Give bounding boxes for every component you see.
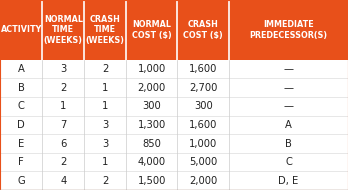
Text: 1: 1 [60,101,66,111]
Text: D: D [17,120,25,130]
Text: 6: 6 [60,139,66,149]
Bar [0,134,348,153]
Bar [0,0,348,60]
Text: B: B [18,83,25,93]
Text: NORMAL
TIME
(WEEKS): NORMAL TIME (WEEKS) [44,15,83,45]
Text: 2,700: 2,700 [189,83,218,93]
Text: B: B [285,139,292,149]
Text: 1,000: 1,000 [137,64,166,74]
Bar [0,116,348,134]
Text: 2,000: 2,000 [137,83,166,93]
Text: 2: 2 [102,176,108,186]
Text: 1,500: 1,500 [137,176,166,186]
Text: NORMAL
COST ($): NORMAL COST ($) [132,20,172,40]
Text: 1: 1 [102,101,108,111]
Text: —: — [284,83,293,93]
Text: 850: 850 [142,139,161,149]
Text: 5,000: 5,000 [189,157,218,167]
Text: 2: 2 [102,64,108,74]
Text: A: A [285,120,292,130]
Text: 1: 1 [102,83,108,93]
Bar [0,60,348,78]
Bar [0,97,348,116]
Text: 1,600: 1,600 [189,64,218,74]
Text: 4: 4 [60,176,66,186]
Text: 300: 300 [194,101,213,111]
Text: 3: 3 [102,139,108,149]
Text: CRASH
COST ($): CRASH COST ($) [183,20,223,40]
Text: CRASH
TIME
(WEEKS): CRASH TIME (WEEKS) [86,15,125,45]
Text: 3: 3 [60,64,66,74]
Text: 4,000: 4,000 [138,157,166,167]
Text: —: — [284,64,293,74]
Text: F: F [18,157,24,167]
Text: C: C [18,101,25,111]
Text: ACTIVITY: ACTIVITY [1,25,42,34]
Text: 300: 300 [142,101,161,111]
Text: E: E [18,139,24,149]
Bar [0,153,348,171]
Text: 2: 2 [60,157,66,167]
Bar [0,171,348,190]
Text: 2,000: 2,000 [189,176,218,186]
Text: IMMEDIATE
PREDECESSOR(S): IMMEDIATE PREDECESSOR(S) [250,20,327,40]
Text: 1,300: 1,300 [137,120,166,130]
Text: 1: 1 [102,157,108,167]
Text: 7: 7 [60,120,66,130]
Text: 1,600: 1,600 [189,120,218,130]
Bar [0,78,348,97]
Text: 2: 2 [60,83,66,93]
Text: D, E: D, E [278,176,299,186]
Text: G: G [17,176,25,186]
Text: A: A [18,64,25,74]
Text: 3: 3 [102,120,108,130]
Text: C: C [285,157,292,167]
Text: 1,000: 1,000 [189,139,218,149]
Text: —: — [284,101,293,111]
